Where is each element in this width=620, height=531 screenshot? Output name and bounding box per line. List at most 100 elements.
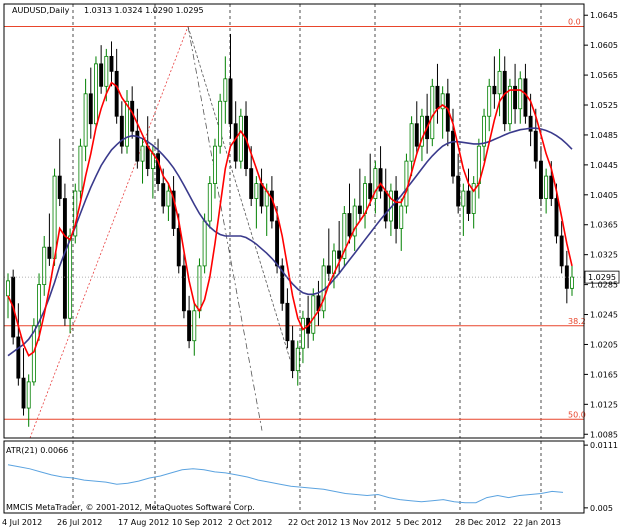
candle-body-6	[37, 284, 41, 327]
candle-body-65	[342, 213, 347, 259]
candle-body-33	[176, 228, 181, 267]
candle-body-95	[497, 70, 502, 95]
candle-body-105	[549, 175, 554, 199]
candle-body-70	[368, 183, 373, 199]
price-tick-label-3: 1.0525	[590, 101, 618, 110]
price-tick-label-13: 1.0125	[590, 400, 618, 409]
date-tick-label-8: 28 Dec 2012	[455, 518, 506, 527]
candle-body-41	[218, 100, 223, 147]
candle-body-99	[518, 78, 523, 110]
fib-label-50.0: 50.0	[568, 410, 586, 419]
candle-body-73	[383, 190, 388, 222]
candle-body-102	[533, 130, 538, 162]
candle-body-8	[47, 246, 52, 259]
candle-body-88	[461, 190, 466, 207]
price-tick-label-14: 1.0085	[590, 430, 618, 439]
candle-body-55	[290, 340, 295, 372]
atr-title: ATR(21) 0.0066	[6, 446, 68, 455]
candle-body-38	[202, 220, 207, 267]
ohlc-header: 1.0313 1.0324 1.0290 1.0295	[84, 6, 204, 15]
candle-body-84	[440, 93, 445, 110]
date-tick-label-7: 5 Dec 2012	[396, 518, 442, 527]
price-tick-label-4: 1.0485	[590, 131, 618, 140]
candle-body-59	[311, 295, 316, 334]
candle-body-11	[62, 198, 67, 319]
candle-body-90	[471, 183, 476, 214]
candle-body-107	[559, 235, 564, 267]
atr-tick-label-1: 0.005	[590, 504, 613, 513]
candle-body-25	[135, 130, 140, 162]
price-tick-label-0: 1.0645	[590, 11, 618, 20]
candle-body-76	[399, 205, 404, 229]
trend-lines	[29, 26, 291, 439]
candle-body-68	[357, 205, 362, 214]
candle-body-101	[528, 115, 533, 132]
candle-body-26	[140, 145, 145, 162]
candle-body-100	[523, 78, 528, 117]
candle-body-36	[192, 310, 197, 342]
candle-body-20	[109, 55, 114, 72]
date-axis: 4 Jul 2012 26 Jul 2012 17 Aug 2012 10 Sep 2…	[2, 518, 561, 527]
date-tick-label-4: 2 Oct 2012	[228, 518, 272, 527]
main-panel-frame	[3, 3, 585, 439]
candle-body-92	[482, 115, 486, 147]
copyright-text: MMCIS MetaTrader, © 2001-2012, MetaQuote…	[6, 503, 255, 512]
candle-body-54	[285, 302, 290, 342]
candle-body-40	[213, 145, 217, 184]
fib-label-38.2: 38.2	[568, 317, 586, 326]
candle-body-21	[114, 70, 119, 117]
candle-body-15	[83, 93, 88, 147]
fan-line-2	[187, 26, 263, 431]
fib-label-0.0: 0.0	[568, 17, 581, 26]
candle-body-104	[544, 175, 549, 199]
date-tick-label-6: 13 Nov 2012	[340, 518, 391, 527]
candle-body-47	[249, 168, 254, 199]
chart-labels: AUDUSD,Daily 1.0313 1.0324 1.0290 1.0295…	[6, 6, 255, 512]
axes: 1.0645 1.0605 1.0565 1.0525 1.0485 1.0445 1.04…	[3, 3, 618, 514]
price-tick-label-9: 1.0285	[590, 281, 618, 290]
date-tick-label-2: 17 Aug 2012	[118, 518, 169, 527]
candle-body-23	[125, 100, 129, 147]
candle-body-22	[119, 115, 124, 147]
candle-body-14	[78, 145, 83, 192]
candle-body-10	[57, 175, 62, 199]
candle-body-57	[300, 317, 305, 349]
candle-body-30	[161, 183, 166, 207]
candle-body-19	[104, 55, 109, 87]
last-price-box	[584, 270, 620, 284]
candle-body-62	[326, 265, 331, 274]
candle-body-109	[570, 276, 574, 289]
candle-body-52	[275, 220, 280, 267]
candle-body-98	[513, 85, 518, 110]
candle-body-82	[430, 85, 435, 140]
symbol-header: AUDUSD,Daily	[12, 6, 70, 15]
last-price-label: 1.0295	[588, 273, 616, 282]
candle-body-67	[352, 205, 357, 237]
candle-body-71	[373, 168, 378, 199]
atr-tick-label-0: 0.0111	[590, 441, 618, 450]
candle-body-4	[26, 381, 31, 409]
fan-line-1	[187, 26, 291, 360]
candle-body-44	[233, 123, 238, 162]
candle-body-34	[181, 265, 186, 312]
candle-body-3	[21, 377, 26, 409]
candle-body-2	[16, 336, 21, 379]
candle-body-43	[228, 78, 233, 125]
candle-body-89	[466, 190, 471, 214]
candle-body-79	[414, 123, 419, 147]
candle-body-48	[254, 183, 259, 199]
atr-line	[7, 464, 564, 504]
candle-body-66	[347, 213, 352, 237]
price-tick-label-7: 1.0365	[590, 221, 618, 230]
fibonacci-lines: 0.0 38.2 50.0	[4, 17, 586, 420]
price-tick-label-11: 1.0205	[590, 340, 618, 349]
candle-body-56	[295, 347, 300, 372]
price-tick-label-1: 1.0605	[590, 41, 618, 50]
candle-body-72	[378, 168, 383, 192]
candle-body-31	[166, 190, 171, 207]
price-tick-label-10: 1.0245	[590, 311, 618, 320]
atr-panel-frame	[3, 440, 585, 514]
price-tick-label-12: 1.0165	[590, 370, 618, 379]
date-tick-label-5: 22 Oct 2012	[288, 518, 337, 527]
candle-body-96	[502, 70, 507, 125]
